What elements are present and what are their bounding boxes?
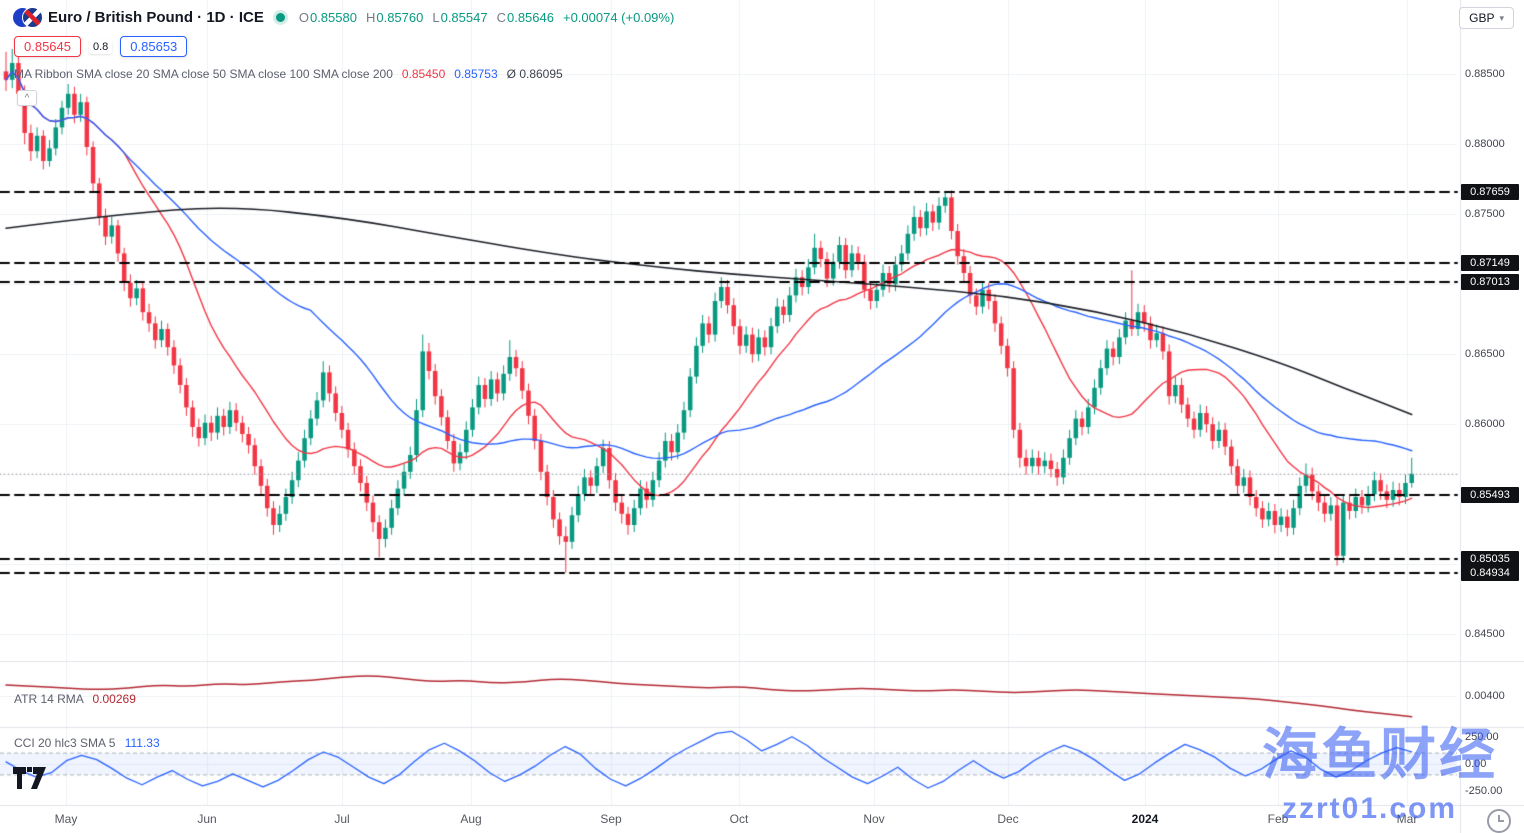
cci-legend-value: 111.33	[124, 736, 160, 750]
watermark-url: zzrt01.com	[1282, 792, 1458, 825]
trade-widget: 0.85645 0.8 0.85653	[14, 36, 188, 57]
symbol-header: Euro / British Pound · 1D · ICE O0.85580…	[12, 7, 674, 28]
time-axis-label: May	[54, 812, 78, 826]
tradingview-logo[interactable]	[13, 766, 47, 790]
ohlc-readout: O0.85580 H0.85760 L0.85547 C0.85646 +0.0…	[299, 10, 674, 25]
ma-ribbon-label[interactable]: MA Ribbon SMA close 20 SMA close 50 SMA …	[14, 67, 393, 81]
cci-legend[interactable]: CCI 20 hlc3 SMA 5 111.33	[14, 736, 160, 750]
time-axis-label: Dec	[997, 812, 1019, 826]
time-axis-label: Aug	[460, 812, 482, 826]
sma50-value: 0.85753	[454, 67, 498, 81]
gbp-flag-icon	[22, 7, 43, 28]
sma20-value: 0.85450	[401, 67, 446, 81]
cci-axis-label: -250.00	[1465, 785, 1503, 798]
time-axis-label: Nov	[863, 812, 885, 826]
atr-legend-value: 0.00269	[92, 692, 136, 706]
level-price-label: 0.85035	[1461, 551, 1519, 568]
atr-legend[interactable]: ATR 14 RMA 0.00269	[14, 692, 136, 706]
clock-button[interactable]	[1487, 809, 1511, 833]
time-axis[interactable]: May Jun Jul Aug Sep Oct Nov Dec 2024 Feb Mar	[0, 805, 1460, 833]
price-axis-label: 0.86500	[1465, 348, 1505, 361]
ma-ribbon-legend: MA Ribbon SMA close 20 SMA close 50 SMA …	[14, 67, 563, 81]
legend-collapse-button[interactable]: ^	[17, 90, 37, 106]
cci-axis-label: 250.00	[1465, 730, 1499, 743]
level-price-label: 0.87659	[1461, 183, 1519, 200]
chevron-up-icon: ^	[24, 92, 30, 104]
price-axis-label: 0.84500	[1465, 628, 1505, 641]
price-axis[interactable]: 0.88500 0.88000 0.87500 0.86500 0.86000 0.845…	[1460, 0, 1524, 833]
time-axis-label: 2024	[1131, 812, 1159, 826]
level-price-label: 0.87013	[1461, 274, 1519, 291]
currency-selector-button[interactable]: GBP ▾	[1459, 7, 1514, 29]
sma-average-value: Ø 0.86095	[506, 67, 563, 81]
time-axis-label: Oct	[729, 812, 749, 826]
time-axis-label: Jun	[197, 812, 217, 826]
ohlc-high: H0.85760	[365, 9, 424, 25]
ohlc-low: L0.85547	[432, 9, 488, 25]
level-price-label: 0.85493	[1461, 487, 1519, 504]
time-axis-label: Jul	[334, 812, 350, 826]
level-price-label: 0.87149	[1461, 255, 1519, 272]
watermark-text: 海鱼财经	[1262, 723, 1498, 788]
sell-button[interactable]: 0.85645	[14, 36, 81, 57]
symbol-pair-logo[interactable]	[12, 7, 43, 28]
atr-axis-label: 0.00400	[1465, 690, 1505, 702]
price-axis-label: 0.88000	[1465, 138, 1505, 151]
atr-legend-label: ATR 14 RMA	[14, 692, 84, 706]
price-axis-label: 0.87500	[1465, 208, 1505, 221]
time-axis-label: Sep	[600, 812, 622, 826]
price-axis-label: 0.86000	[1465, 418, 1505, 431]
time-axis-label: Feb	[1267, 812, 1289, 826]
currency-selector-label: GBP	[1469, 11, 1495, 25]
buy-button[interactable]: 0.85653	[120, 36, 188, 57]
market-status-icon[interactable]	[275, 12, 285, 22]
spread-value: 0.8	[89, 39, 113, 54]
cci-legend-label: CCI 20 hlc3 SMA 5	[14, 736, 116, 750]
price-axis-label: 0.88500	[1465, 68, 1505, 81]
symbol-title[interactable]: Euro / British Pound · 1D · ICE	[48, 8, 264, 26]
level-price-label: 0.84934	[1461, 565, 1519, 582]
chevron-down-icon: ▾	[1499, 12, 1504, 23]
ohlc-close: C0.85646	[496, 9, 554, 25]
cci-axis-label: 0.00	[1465, 758, 1487, 770]
ohlc-change: +0.00074 (+0.09%)	[562, 9, 675, 25]
ohlc-open: O0.85580	[298, 9, 357, 25]
time-axis-label: Mar	[1396, 812, 1418, 826]
